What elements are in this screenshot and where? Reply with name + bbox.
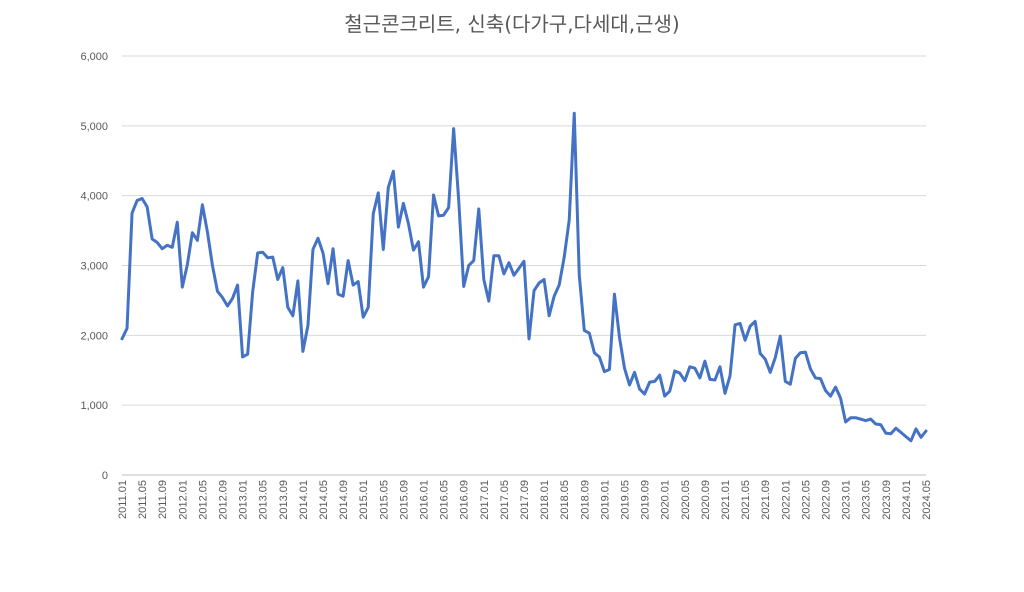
x-tick-label: 2017.01 xyxy=(479,480,491,520)
x-tick-label: 2020.09 xyxy=(700,480,712,520)
y-tick-label: 6,000 xyxy=(80,51,108,63)
x-tick-label: 2019.05 xyxy=(620,480,632,520)
x-tick-label: 2012.09 xyxy=(218,480,230,520)
x-tick-label: 2020.05 xyxy=(680,480,692,520)
x-tick-label: 2015.01 xyxy=(358,480,370,520)
y-axis-tick-labels: 0 1,000 2,000 3,000 4,000 5,000 6,000 xyxy=(80,51,108,482)
x-tick-label: 2018.09 xyxy=(579,480,591,520)
x-tick-label: 2019.09 xyxy=(640,480,652,520)
y-tick-label: 1,000 xyxy=(80,400,108,412)
x-tick-label: 2022.01 xyxy=(780,480,792,520)
x-tick-label: 2015.05 xyxy=(378,480,390,520)
x-tick-label: 2014.09 xyxy=(338,480,350,520)
x-tick-label: 2018.05 xyxy=(559,480,571,520)
x-tick-label: 2017.09 xyxy=(519,480,531,520)
y-tick-label: 3,000 xyxy=(80,261,108,273)
x-tick-label: 2023.01 xyxy=(841,480,853,520)
x-tick-label: 2021.01 xyxy=(720,480,732,520)
x-tick-label: 2016.09 xyxy=(459,480,471,520)
x-tick-label: 2023.05 xyxy=(861,480,873,520)
x-tick-label: 2015.09 xyxy=(398,480,410,520)
x-tick-label: 2021.09 xyxy=(760,480,772,520)
x-tick-label: 2023.09 xyxy=(881,480,893,520)
x-axis-tick-labels: 2011.01 2011.05 2011.09 2012.01 2012.05 2012.… xyxy=(117,480,933,520)
x-tick-label: 2013.09 xyxy=(278,480,290,520)
x-tick-label: 2012.05 xyxy=(197,480,209,520)
x-tick-label: 2019.01 xyxy=(599,480,611,520)
x-tick-label: 2011.09 xyxy=(157,480,169,519)
x-tick-label: 2022.09 xyxy=(821,480,833,520)
y-tick-label: 5,000 xyxy=(80,121,108,133)
x-tick-label: 2013.05 xyxy=(258,480,270,520)
x-tick-label: 2016.05 xyxy=(439,480,451,520)
x-tick-label: 2012.01 xyxy=(177,480,189,520)
y-tick-label: 2,000 xyxy=(80,330,108,342)
x-tick-label: 2014.01 xyxy=(298,480,310,520)
x-tick-label: 2016.01 xyxy=(419,480,431,520)
x-tick-label: 2011.05 xyxy=(137,480,149,519)
x-tick-label: 2024.01 xyxy=(901,480,913,520)
x-tick-label: 2011.01 xyxy=(117,480,129,519)
x-tick-label: 2024.05 xyxy=(921,480,933,520)
x-tick-label: 2021.05 xyxy=(740,480,752,520)
x-tick-label: 2022.05 xyxy=(800,480,812,520)
x-tick-label: 2014.05 xyxy=(318,480,330,520)
x-tick-label: 2020.01 xyxy=(660,480,672,520)
series-line xyxy=(120,111,928,443)
x-tick-label: 2013.01 xyxy=(238,480,250,520)
x-tick-label: 2017.05 xyxy=(499,480,511,520)
y-tick-label: 4,000 xyxy=(80,191,108,203)
chart-title: 철근콘크리트, 신축(다가구,다세대,근생) xyxy=(344,12,680,36)
y-tick-label: 0 xyxy=(102,470,108,482)
x-tick-label: 2018.01 xyxy=(539,480,551,520)
